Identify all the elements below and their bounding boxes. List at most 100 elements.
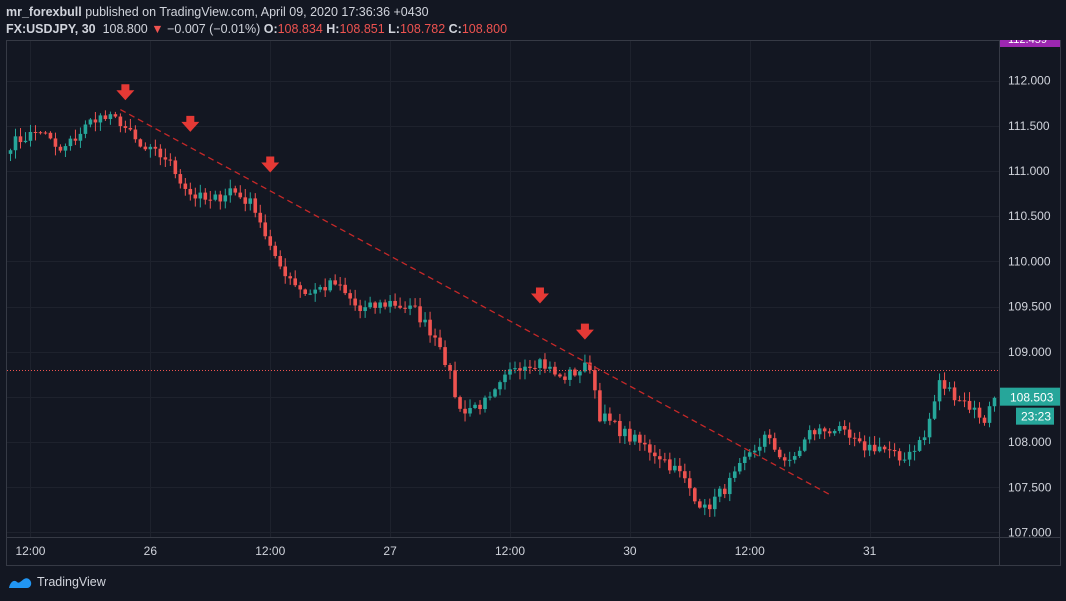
price-axis-panel[interactable] bbox=[999, 40, 1061, 537]
axis-clip-cover bbox=[999, 0, 1066, 40]
candle-body bbox=[323, 287, 327, 291]
candle-body bbox=[653, 452, 657, 457]
candle-body bbox=[173, 160, 178, 175]
candle-body bbox=[583, 362, 587, 372]
candle-body bbox=[478, 404, 482, 410]
candle-body bbox=[448, 365, 452, 371]
candle-body bbox=[8, 150, 13, 154]
down-arrow-marker-icon bbox=[530, 287, 549, 304]
candlestick-series[interactable] bbox=[8, 110, 997, 517]
down-arrow-marker-icon bbox=[575, 323, 594, 340]
close-value: 108.800 bbox=[461, 22, 508, 36]
candle-body bbox=[118, 116, 123, 127]
candle-body bbox=[633, 434, 637, 442]
candle-body bbox=[623, 428, 627, 437]
candle-body bbox=[348, 293, 352, 299]
candle-body bbox=[108, 114, 113, 120]
candle-body bbox=[947, 387, 952, 389]
candle-body bbox=[578, 371, 582, 376]
candle-body bbox=[777, 449, 782, 458]
candle-body bbox=[243, 197, 248, 204]
candle-body bbox=[278, 256, 283, 267]
candle-body bbox=[88, 119, 93, 125]
candle-body bbox=[702, 504, 707, 508]
candle-body bbox=[168, 159, 173, 161]
candle-body bbox=[812, 430, 817, 435]
candle-body bbox=[188, 188, 193, 195]
down-arrow-marker-icon bbox=[116, 84, 135, 101]
candle-body bbox=[538, 359, 542, 368]
candle-body bbox=[313, 289, 317, 294]
candle-body bbox=[937, 380, 942, 402]
open-value: 108.834 bbox=[277, 22, 323, 36]
candle-body bbox=[608, 413, 612, 421]
candle-body bbox=[643, 442, 647, 445]
candle-body bbox=[483, 397, 487, 410]
candle-body bbox=[957, 400, 962, 402]
candle-body bbox=[238, 192, 243, 198]
candle-body bbox=[837, 426, 842, 431]
candle-body bbox=[518, 368, 522, 371]
candle-body bbox=[757, 446, 762, 451]
candle-body bbox=[48, 132, 53, 139]
candle-body bbox=[123, 126, 128, 128]
candle-body bbox=[78, 133, 83, 141]
candle-body bbox=[732, 471, 737, 478]
candle-body bbox=[83, 124, 88, 134]
candle-body bbox=[328, 280, 332, 291]
chart-grid bbox=[6, 40, 1061, 565]
candle-body bbox=[972, 407, 977, 410]
author-name[interactable]: mr_forexbull bbox=[6, 5, 82, 19]
candle-body bbox=[892, 449, 897, 452]
publisher-line: mr_forexbull published on TradingView.co… bbox=[6, 4, 1056, 21]
candle-body bbox=[787, 459, 792, 461]
price-tick-label: 109.000 bbox=[1008, 345, 1052, 359]
candle-body bbox=[33, 131, 38, 133]
candle-body bbox=[952, 387, 957, 401]
candle-body bbox=[443, 347, 447, 366]
tradingview-brand[interactable]: TradingView bbox=[37, 575, 106, 589]
time-axis-panel[interactable] bbox=[0, 537, 1061, 565]
candle-body bbox=[927, 418, 932, 438]
candle-body bbox=[468, 408, 472, 414]
time-tick-label: 27 bbox=[383, 544, 397, 558]
drawings-layer[interactable] bbox=[7, 84, 999, 496]
candle-body bbox=[193, 194, 198, 199]
candle-body bbox=[143, 146, 148, 150]
candle-body bbox=[792, 456, 797, 460]
plot-background bbox=[6, 40, 1061, 565]
price-tick-label: 110.500 bbox=[1008, 209, 1051, 223]
chart-border bbox=[6, 40, 1061, 566]
candle-body bbox=[752, 450, 757, 453]
candle-body bbox=[498, 382, 502, 390]
candle-body bbox=[807, 430, 812, 440]
tradingview-logo-icon[interactable] bbox=[8, 575, 32, 589]
price-tick-label: 107.500 bbox=[1008, 480, 1052, 494]
candle-body bbox=[508, 369, 512, 375]
candle-body bbox=[882, 446, 887, 450]
candle-body bbox=[987, 406, 992, 423]
candle-body bbox=[368, 302, 372, 308]
candle-body bbox=[638, 434, 642, 443]
candle-body bbox=[413, 305, 417, 307]
symbol-label[interactable]: FX:USDJPY, 30 bbox=[6, 22, 96, 36]
candle-body bbox=[523, 366, 527, 371]
trendline bbox=[120, 109, 830, 496]
published-text: published on TradingView.com, April 09, … bbox=[81, 5, 429, 19]
ohlc-line: FX:USDJPY, 30 108.800 ▼ −0.007 (−0.01%) … bbox=[6, 21, 1056, 38]
candle-body bbox=[203, 192, 208, 200]
candle-body bbox=[737, 462, 742, 472]
candle-body bbox=[877, 446, 882, 452]
candle-body bbox=[932, 401, 937, 419]
candle-body bbox=[762, 434, 767, 447]
candle-body bbox=[977, 407, 982, 418]
candle-body bbox=[458, 397, 462, 409]
candle-body bbox=[268, 236, 273, 246]
candle-body bbox=[902, 459, 907, 461]
high-value: 108.851 bbox=[339, 22, 385, 36]
candle-body bbox=[558, 374, 562, 377]
candle-body bbox=[593, 370, 597, 391]
candle-body bbox=[648, 444, 652, 453]
candle-body bbox=[613, 420, 617, 422]
